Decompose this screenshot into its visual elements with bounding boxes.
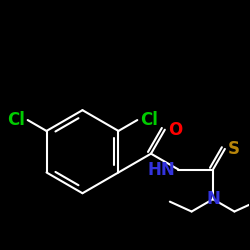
Text: N: N: [206, 190, 220, 208]
Text: HN: HN: [148, 160, 176, 178]
Text: Cl: Cl: [7, 111, 25, 129]
Text: O: O: [168, 121, 182, 139]
Text: Cl: Cl: [140, 111, 158, 129]
Text: S: S: [228, 140, 240, 158]
